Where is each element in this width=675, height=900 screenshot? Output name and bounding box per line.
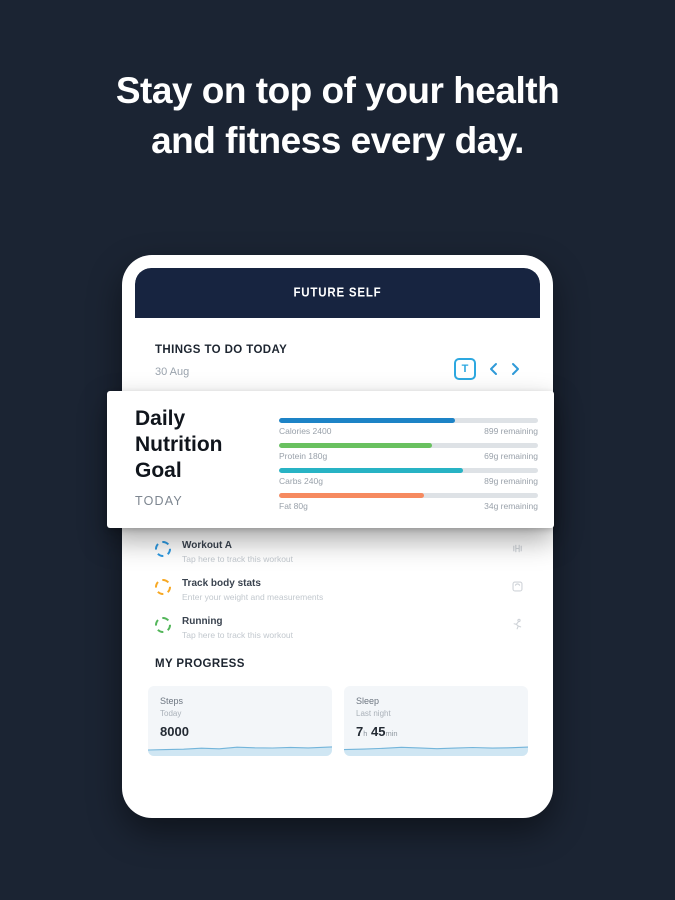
fat-progress-bar: [279, 493, 538, 498]
todo-section-title: THINGS TO DO TODAY: [155, 344, 288, 356]
task-subtitle: Tap here to track this workout: [182, 554, 294, 564]
calories-remaining: 899 remaining: [484, 426, 538, 436]
headline-line2: and fitness every day.: [151, 120, 524, 161]
sleep-sparkline-chart: [344, 740, 528, 756]
task-subtitle: Tap here to track this workout: [182, 630, 294, 640]
nutrition-card: Daily Nutrition Goal TODAY Calories 2400…: [107, 391, 554, 528]
runner-icon: [513, 618, 522, 630]
todo-date: 30 Aug: [155, 366, 190, 378]
headline: Stay on top of your health and fitness e…: [0, 66, 675, 166]
task-title: Track body stats: [182, 578, 261, 589]
task-subtitle: Enter your weight and measurements: [182, 592, 324, 602]
carbs-progress-bar: [279, 468, 538, 473]
task-list: Workout A Tap here to track this workout…: [155, 540, 524, 654]
headline-line1: Stay on top of your health: [115, 70, 560, 111]
todo-controls: T: [454, 358, 520, 380]
today-button[interactable]: T: [454, 358, 476, 380]
dumbbell-icon: [513, 544, 522, 553]
chevron-left-icon[interactable]: [489, 362, 498, 376]
protein-progress-bar: [279, 443, 538, 448]
task-row-track-body-stats[interactable]: Track body stats Enter your weight and m…: [155, 578, 524, 602]
fat-bar-row: Fat 80g 34g remaining: [279, 493, 538, 511]
scale-icon: [512, 581, 523, 592]
sleep-card-subtitle: Last night: [356, 709, 391, 718]
sleep-value: 7h 45min: [356, 724, 398, 739]
protein-label: Protein 180g: [279, 451, 328, 461]
app-title: FUTURE SELF: [293, 286, 382, 300]
steps-sparkline-chart: [148, 740, 332, 756]
task-ring-icon: [155, 617, 171, 633]
carbs-bar-row: Carbs 240g 89g remaining: [279, 468, 538, 486]
nutrition-subtitle: TODAY: [135, 494, 183, 508]
protein-remaining: 69g remaining: [484, 451, 538, 461]
sleep-card[interactable]: Sleep Last night 7h 45min: [344, 686, 528, 756]
nutrition-title-line1: Daily: [135, 407, 186, 430]
task-row-running[interactable]: Running Tap here to track this workout: [155, 616, 524, 640]
progress-section-title: MY PROGRESS: [155, 658, 245, 670]
protein-bar-row: Protein 180g 69g remaining: [279, 443, 538, 461]
fat-remaining: 34g remaining: [484, 501, 538, 511]
carbs-remaining: 89g remaining: [484, 476, 538, 486]
progress-cards: Steps Today 8000 Sleep Last night 7h: [148, 686, 528, 756]
calories-label: Calories 2400: [279, 426, 332, 436]
steps-value: 8000: [160, 724, 189, 739]
app-screen: FUTURE SELF THINGS TO DO TODAY 30 Aug T: [135, 268, 540, 805]
chevron-right-icon[interactable]: [511, 362, 520, 376]
calories-bar-row: Calories 2400 899 remaining: [279, 418, 538, 436]
tablet-mockup: FUTURE SELF THINGS TO DO TODAY 30 Aug T: [122, 255, 553, 818]
task-row-workout-a[interactable]: Workout A Tap here to track this workout: [155, 540, 524, 564]
steps-card-title: Steps: [160, 696, 184, 706]
task-title: Running: [182, 616, 223, 627]
sleep-card-title: Sleep: [356, 696, 380, 706]
task-title: Workout A: [182, 540, 232, 551]
calories-progress-bar: [279, 418, 538, 423]
fat-label: Fat 80g: [279, 501, 308, 511]
task-ring-icon: [155, 579, 171, 595]
nutrition-title-line2: Nutrition: [135, 433, 223, 456]
steps-card[interactable]: Steps Today 8000: [148, 686, 332, 756]
app-header-bar: FUTURE SELF: [135, 268, 540, 318]
carbs-label: Carbs 240g: [279, 476, 323, 486]
steps-card-subtitle: Today: [160, 709, 182, 718]
nutrition-bars: Calories 2400 899 remaining Protein 180g…: [267, 391, 554, 528]
nutrition-title-line3: Goal: [135, 459, 182, 482]
task-ring-icon: [155, 541, 171, 557]
